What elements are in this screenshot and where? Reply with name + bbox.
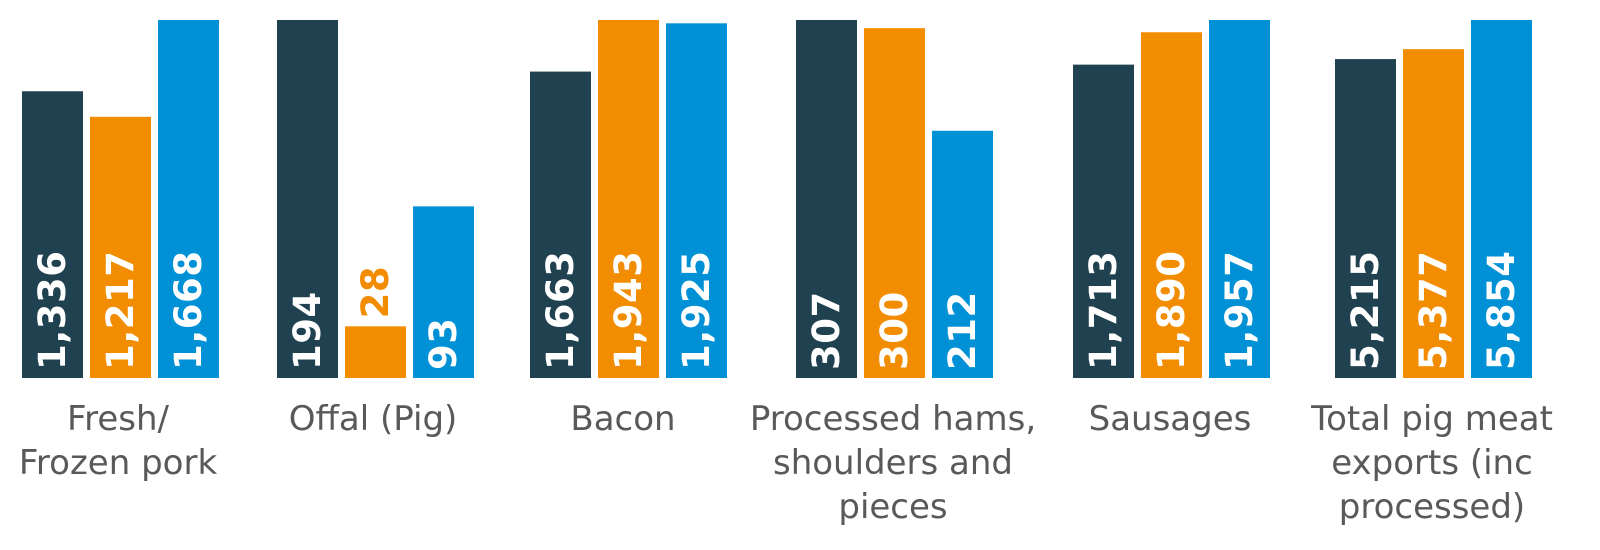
category-label-4-line-3: pieces: [838, 487, 947, 527]
value-label-2-cat-6: 5,377: [1412, 250, 1455, 370]
category-label-4-line-1: Processed hams,: [750, 399, 1036, 439]
value-label-2-cat-5: 1,890: [1150, 250, 1193, 370]
category-label-4-line-2: shoulders and: [773, 443, 1013, 483]
value-label-2-cat-1: 1,217: [99, 250, 142, 370]
value-label-3-cat-4: 212: [941, 291, 984, 370]
value-label-2-cat-4: 300: [873, 291, 916, 370]
bar-1-cat-2: [277, 20, 338, 378]
value-label-3-cat-6: 5,854: [1480, 250, 1523, 370]
value-label-1-cat-3: 1,663: [539, 250, 582, 370]
bar-3-cat-3: [666, 23, 727, 378]
category-label-6-line-2: exports (inc: [1331, 443, 1533, 483]
category-label-1-line-2: Frozen pork: [19, 443, 218, 483]
bar-2-cat-3: [598, 20, 659, 378]
value-label-1-cat-4: 307: [805, 291, 848, 370]
bar-2-cat-2: [345, 326, 406, 378]
value-labels-layer: 1,336 1,217 1,668 194 28 93 1,663 1,943 1,925 307…: [31, 250, 1523, 370]
value-label-3-cat-5: 1,957: [1218, 250, 1261, 370]
value-label-3-cat-1: 1,668: [167, 250, 210, 370]
bar-3-cat-5: [1209, 20, 1270, 378]
category-label-5-line-1: Sausages: [1089, 399, 1252, 439]
category-label-3-line-1: Bacon: [570, 399, 675, 439]
bar-1-cat-4: [796, 20, 857, 378]
value-label-2-cat-2: 28: [354, 266, 397, 319]
bar-1-cat-3: [530, 71, 591, 378]
bar-3-cat-2: [413, 206, 474, 378]
value-label-1-cat-5: 1,713: [1082, 250, 1125, 370]
value-label-1-cat-6: 5,215: [1344, 250, 1387, 370]
bar-1-cat-6: [1335, 59, 1396, 379]
bar-2-cat-1: [90, 116, 151, 378]
category-label-2-line-1: Offal (Pig): [289, 399, 458, 439]
bar-3-cat-6: [1471, 20, 1532, 378]
bar-1-cat-1: [22, 91, 83, 378]
bar-1-cat-5: [1073, 64, 1134, 378]
category-label-6-line-1: Total pig meat: [1310, 399, 1553, 439]
value-label-1-cat-2: 194: [286, 291, 329, 370]
value-label-2-cat-3: 1,943: [607, 250, 650, 370]
bar-3-cat-1: [158, 20, 219, 378]
bar-2-cat-5: [1141, 32, 1202, 378]
bar-2-cat-6: [1403, 49, 1464, 378]
bars-layer: [22, 20, 1532, 379]
value-label-3-cat-3: 1,925: [675, 250, 718, 370]
category-labels-layer: Fresh/Frozen pork Offal (Pig) Bacon Process…: [19, 399, 1553, 527]
value-label-1-cat-1: 1,336: [31, 250, 74, 370]
bar-3-cat-4: [932, 130, 993, 378]
category-label-6-line-3: processed): [1339, 487, 1525, 527]
value-label-3-cat-2: 93: [422, 318, 465, 371]
category-label-1-line-1: Fresh/: [67, 399, 169, 439]
bar-2-cat-4: [864, 28, 925, 378]
